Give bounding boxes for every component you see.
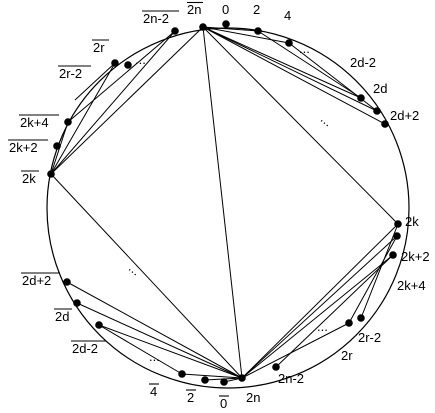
- vertex: [381, 120, 389, 128]
- dots-mid-right: ...: [318, 111, 336, 129]
- label-2r-2-bar: 2r-2: [59, 66, 82, 81]
- vertex: [357, 94, 365, 102]
- chord-upper-left-2: [50, 30, 176, 175]
- chord-lower-right-5: [348, 235, 398, 324]
- chord-upper-left-1: [50, 62, 116, 175]
- label-2-top: 2: [253, 2, 260, 17]
- chord-upper-left-4: [67, 30, 176, 123]
- chord-top-fan-1: [202, 26, 259, 32]
- label-2r: 2r: [341, 348, 353, 363]
- chord-bottom-left-2: [76, 302, 243, 379]
- chord-left-to-top: [50, 26, 204, 175]
- vertex: [53, 142, 61, 150]
- label-0-bar-bottom: 0: [220, 396, 227, 411]
- label-2k+2: 2k+2: [401, 249, 430, 264]
- chord-diagonal: [202, 26, 243, 379]
- vertex: [171, 27, 179, 35]
- dots-upper-left: ...: [135, 52, 146, 67]
- chord-right-to-bottom: [241, 223, 399, 379]
- label-2d+2-bar: 2d+2: [22, 273, 51, 288]
- vertex: [254, 27, 262, 35]
- vertex: [393, 232, 401, 240]
- chord-top-fan-6: [257, 30, 362, 99]
- label-2d: 2d: [373, 81, 387, 96]
- vertex: [95, 321, 103, 329]
- label-4-top: 4: [284, 8, 291, 23]
- chord-bottom-left-3: [98, 324, 243, 379]
- label-2k+4-bar: 2k+4: [20, 115, 49, 130]
- vertex: [111, 59, 119, 67]
- label-2k+4: 2k+4: [397, 278, 426, 293]
- circle: [46, 27, 410, 389]
- label-2n-bar-top: 2n: [187, 2, 201, 17]
- vertex: [238, 374, 246, 382]
- chord-bottom-left-4: [181, 373, 243, 379]
- dots-mid-left: ...: [126, 260, 144, 278]
- chord-lower-right-4: [275, 254, 394, 368]
- vertex: [222, 20, 230, 28]
- vertex: [345, 319, 353, 327]
- label-2n-bottom: 2n: [246, 390, 260, 405]
- vertices: [47, 20, 402, 386]
- vertex: [272, 363, 280, 371]
- vertex: [285, 39, 293, 47]
- vertex: [394, 220, 402, 228]
- label-2k-bar: 2k: [22, 171, 36, 186]
- vertex: [47, 170, 55, 178]
- vertex: [124, 61, 132, 69]
- label-2d-bar: 2d: [55, 309, 69, 324]
- chord-top-fan-2: [202, 26, 290, 44]
- chord-bottom-left-1: [66, 281, 243, 379]
- label-2-bar-bottom: 2: [187, 390, 194, 405]
- label-0-top: 0: [222, 2, 229, 17]
- vertex: [63, 278, 71, 286]
- chord-upper-left-5: [74, 62, 116, 101]
- vertex: [201, 376, 209, 384]
- dots-lower-right: ...: [317, 319, 328, 334]
- label-2k+2-bar: 2k+2: [9, 140, 38, 155]
- vertex: [389, 251, 397, 259]
- label-2n-2: 2n-2: [278, 371, 304, 386]
- dots-bottom-left: ...: [149, 349, 160, 364]
- label-2n-2-bar: 2n-2: [143, 11, 169, 26]
- label-2d+2: 2d+2: [390, 108, 419, 123]
- chord-bottom-left-7: [98, 324, 183, 375]
- chord-lower-right-3: [241, 235, 398, 379]
- chord-top-fan-4: [202, 26, 378, 112]
- chord-bottom-to-left: [50, 173, 243, 379]
- label-2r-2: 2r-2: [358, 330, 381, 345]
- vertex: [64, 118, 72, 126]
- label-2d-2-bar: 2d-2: [72, 341, 98, 356]
- label-2k: 2k: [405, 214, 419, 229]
- vertex: [373, 107, 381, 115]
- vertex: [199, 23, 207, 31]
- chord-top-to-right: [202, 26, 399, 225]
- vertex: [178, 370, 186, 378]
- chord-lower-right-1: [241, 322, 350, 379]
- label-2r-bar: 2r: [93, 40, 105, 55]
- chord-lower-right-6: [360, 223, 399, 319]
- chord-top-fan-5: [202, 26, 386, 125]
- chord-lower-right-2: [241, 254, 394, 379]
- label-2d-2: 2d-2: [350, 55, 376, 70]
- vertex: [73, 299, 81, 307]
- chord-top-fan-3: [202, 26, 362, 99]
- vertex: [357, 314, 365, 322]
- dots-top-right: ...: [299, 41, 310, 56]
- label-4-bar-bottom: 4: [150, 384, 157, 399]
- vertex: [220, 378, 228, 386]
- chords: [50, 26, 399, 383]
- labels: 2n 0 2 4 ... 2d-2 2d 2d+2 ... 2k 2k+2 2k…: [8, 1, 430, 411]
